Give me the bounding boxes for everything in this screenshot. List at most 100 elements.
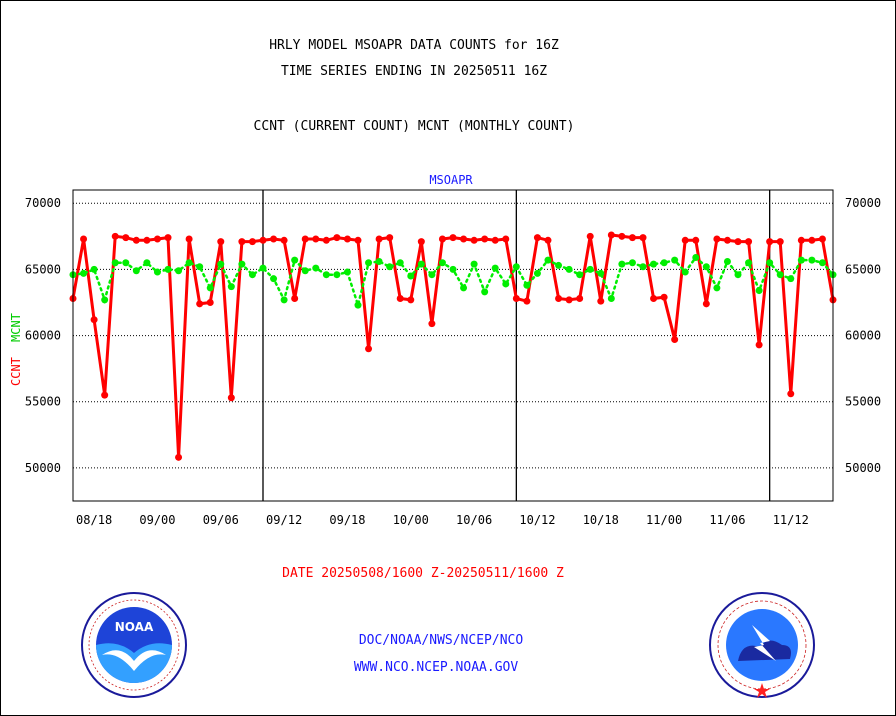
data-point-mcnt xyxy=(333,271,341,279)
data-point-ccnt xyxy=(639,234,647,242)
data-point-mcnt xyxy=(787,275,795,283)
data-point-mcnt xyxy=(671,256,679,264)
y-tick-label-left: 60000 xyxy=(25,329,61,343)
data-point-mcnt xyxy=(428,271,436,279)
x-tick-label: 10/00 xyxy=(393,513,429,527)
data-point-mcnt xyxy=(607,295,615,303)
data-point-ccnt xyxy=(122,234,130,242)
data-point-mcnt xyxy=(639,263,647,271)
data-point-ccnt xyxy=(322,236,330,244)
data-point-ccnt xyxy=(460,235,468,243)
data-point-mcnt xyxy=(650,260,658,268)
data-point-mcnt xyxy=(681,268,689,276)
data-point-mcnt xyxy=(586,265,594,273)
y-tick-label-right: 65000 xyxy=(845,262,881,276)
y-tick-label-right: 50000 xyxy=(845,461,881,475)
data-point-mcnt xyxy=(766,259,774,267)
data-point-mcnt xyxy=(512,263,520,271)
y-tick-label-left: 65000 xyxy=(25,262,61,276)
ylabel-mcnt: MCNT xyxy=(9,313,23,342)
data-point-mcnt xyxy=(365,259,373,267)
data-point-mcnt xyxy=(322,271,330,279)
data-point-mcnt xyxy=(396,259,404,267)
data-point-ccnt xyxy=(491,236,499,244)
data-point-mcnt xyxy=(132,267,140,275)
x-tick-labels: 08/18 09/00 09/06 09/12 09/18 10/00 10/06 10/12… xyxy=(76,513,809,527)
y-tick-label-left: 50000 xyxy=(25,461,61,475)
nws-logo xyxy=(709,592,815,698)
data-point-mcnt xyxy=(723,257,731,265)
data-point-ccnt xyxy=(449,234,457,242)
data-point-ccnt xyxy=(333,234,341,242)
data-point-ccnt xyxy=(734,238,742,246)
noaa-logo: NOAA xyxy=(81,592,187,698)
data-point-ccnt xyxy=(766,238,774,246)
data-point-mcnt xyxy=(660,259,668,267)
data-point-ccnt xyxy=(502,235,510,243)
data-point-ccnt xyxy=(671,336,679,344)
data-point-ccnt xyxy=(196,300,204,308)
plot-title: MSOAPR xyxy=(429,173,473,187)
data-point-mcnt xyxy=(565,265,573,273)
data-point-mcnt xyxy=(375,257,383,265)
x-tick-label: 10/06 xyxy=(456,513,492,527)
y-tick-label-right: 55000 xyxy=(845,395,881,409)
data-point-mcnt xyxy=(291,256,299,264)
data-point-ccnt xyxy=(375,235,383,243)
data-point-ccnt xyxy=(544,236,552,244)
data-point-mcnt xyxy=(438,259,446,267)
x-tick-label: 09/18 xyxy=(329,513,365,527)
data-point-mcnt xyxy=(175,267,183,275)
data-point-ccnt xyxy=(417,238,425,246)
data-point-ccnt xyxy=(217,238,225,246)
noaa-badge-text: NOAA xyxy=(115,620,154,634)
x-tick-label: 09/06 xyxy=(203,513,239,527)
data-point-ccnt xyxy=(628,234,636,242)
data-point-mcnt xyxy=(417,260,425,268)
data-point-ccnt xyxy=(164,234,172,242)
data-point-mcnt xyxy=(206,284,214,292)
data-point-mcnt xyxy=(702,263,710,271)
data-point-ccnt xyxy=(660,293,668,301)
data-point-ccnt xyxy=(576,295,584,303)
ylabel-ccnt: CCNT xyxy=(9,357,23,386)
data-point-ccnt xyxy=(301,235,309,243)
data-point-ccnt xyxy=(248,238,256,246)
data-point-ccnt xyxy=(90,316,98,324)
data-point-ccnt xyxy=(586,232,594,240)
data-point-mcnt xyxy=(354,301,362,309)
data-point-ccnt xyxy=(101,391,109,399)
data-point-mcnt xyxy=(481,288,489,296)
data-point-mcnt xyxy=(628,259,636,267)
data-point-mcnt xyxy=(755,287,763,295)
data-point-mcnt xyxy=(734,271,742,279)
data-point-mcnt xyxy=(122,259,130,267)
website-link[interactable]: WWW.NCO.NCEP.NOAA.GOV xyxy=(353,660,519,675)
data-point-ccnt xyxy=(692,236,700,244)
data-point-mcnt xyxy=(227,283,235,291)
data-point-ccnt xyxy=(280,236,288,244)
data-point-ccnt xyxy=(438,235,446,243)
data-point-ccnt xyxy=(80,235,88,243)
data-point-ccnt xyxy=(650,295,658,303)
x-tick-label: 09/12 xyxy=(266,513,302,527)
x-tick-label: 11/12 xyxy=(773,513,809,527)
x-tick-label: 11/06 xyxy=(709,513,745,527)
data-point-mcnt xyxy=(491,264,499,272)
data-point-ccnt xyxy=(607,231,615,239)
data-point-mcnt xyxy=(460,284,468,292)
data-point-ccnt xyxy=(365,345,373,353)
data-point-mcnt xyxy=(343,268,351,276)
data-point-mcnt xyxy=(185,259,193,267)
data-point-ccnt xyxy=(343,235,351,243)
x-tick-label: 08/18 xyxy=(76,513,112,527)
data-point-mcnt xyxy=(502,280,510,288)
y-tick-label-left: 55000 xyxy=(25,395,61,409)
chart-title-line2: TIME SERIES ENDING IN 20250511 16Z xyxy=(280,64,548,79)
data-point-ccnt xyxy=(238,238,246,246)
data-point-mcnt xyxy=(80,269,88,277)
data-point-ccnt xyxy=(702,300,710,308)
data-point-ccnt xyxy=(597,297,605,305)
data-point-ccnt xyxy=(312,235,320,243)
data-point-mcnt xyxy=(808,256,816,264)
